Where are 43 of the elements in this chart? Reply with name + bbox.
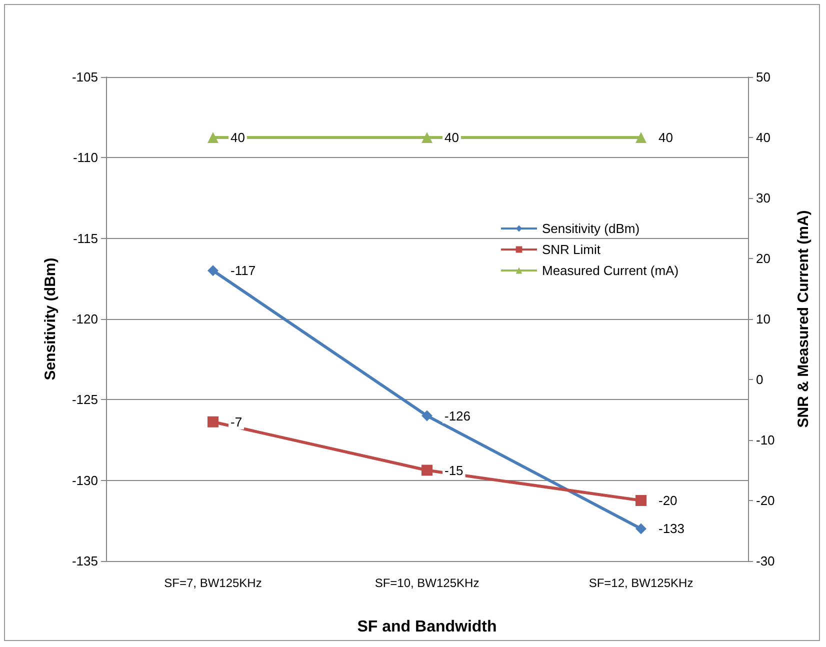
- legend-label: Sensitivity (dBm): [542, 221, 640, 236]
- y-tick-label: -135: [72, 554, 98, 568]
- y-tick-label: -130: [72, 472, 98, 488]
- point: [636, 523, 646, 534]
- point: [208, 132, 218, 143]
- y2-tick-label: 10: [756, 312, 770, 326]
- x-tick-label: SF=12, BW125KHz: [588, 576, 694, 590]
- y-tick-label: -125: [72, 392, 98, 408]
- y2-tick-label: -30: [756, 554, 775, 568]
- point: [636, 132, 646, 143]
- point: [422, 410, 432, 422]
- x-tick-label: SF=10, BW125KHz: [374, 576, 480, 590]
- data-label: -20: [658, 493, 678, 508]
- y2-tick-label: 50: [756, 70, 770, 84]
- data-label: 40: [230, 130, 245, 145]
- point: [208, 265, 218, 276]
- y2-tick-label: 0: [756, 372, 764, 387]
- data-label: -7: [230, 414, 242, 430]
- data-label: -126: [444, 408, 471, 424]
- data-label: 40: [658, 130, 673, 145]
- x-axis-title: SF and Bandwidth: [357, 618, 497, 636]
- y-tick-label: -120: [72, 312, 98, 326]
- y2-tick-label: -10: [756, 432, 775, 448]
- legend-label: SNR Limit: [542, 242, 601, 257]
- point: [422, 132, 432, 143]
- y2-axis-title: SNR & Measured Current (mA): [795, 210, 812, 428]
- data-label: 40: [444, 130, 459, 145]
- y2-tick-label: -20: [756, 493, 775, 508]
- point: [636, 495, 646, 506]
- data-label: -133: [658, 521, 685, 536]
- y2-tick-label: 30: [756, 190, 770, 206]
- y-tick-label: -110: [72, 150, 98, 166]
- y2-tick-label: 20: [756, 251, 770, 266]
- legend-label: Measured Current (mA): [542, 263, 679, 278]
- y-tick-label: -105: [72, 70, 98, 84]
- x-tick-label: SF=7, BW125KHz: [164, 576, 262, 590]
- y-tick-label: -115: [72, 230, 98, 246]
- point: [208, 416, 218, 428]
- data-label: -117: [230, 263, 256, 278]
- y2-tick-label: 40: [756, 130, 770, 145]
- data-label: -15: [444, 462, 464, 478]
- point: [422, 464, 432, 476]
- y-axis-title: Sensitivity (dBm): [42, 258, 59, 380]
